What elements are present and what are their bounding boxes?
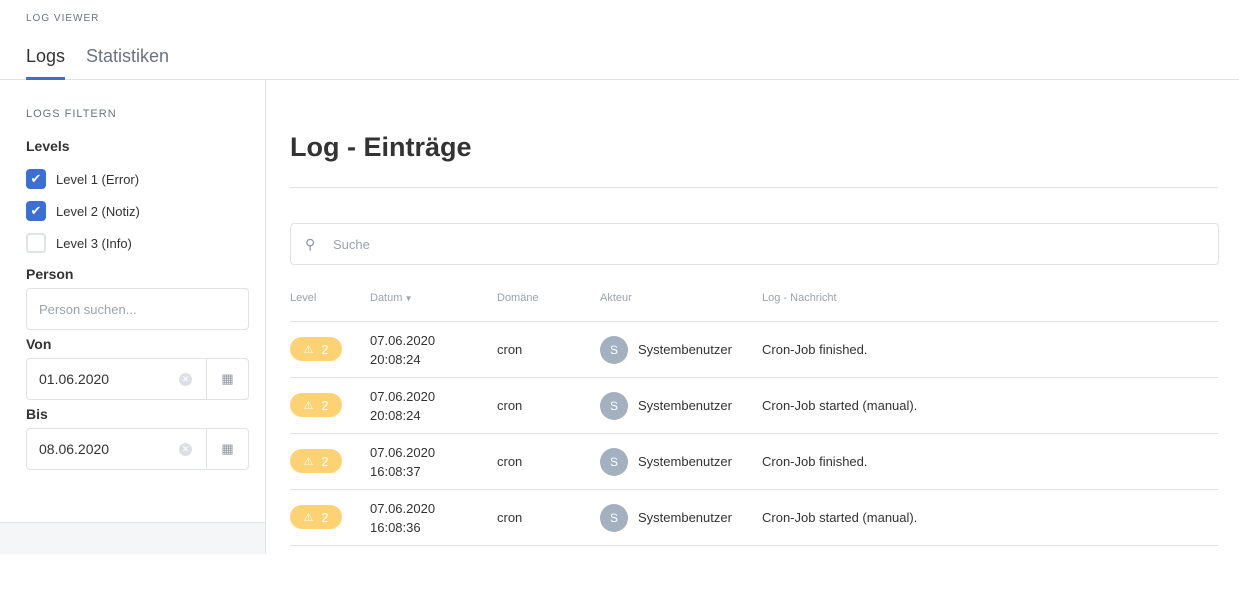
bis-date-input[interactable]: 08.06.2020 ✕ ▦ bbox=[26, 428, 249, 470]
column-header-akteur[interactable]: Akteur bbox=[600, 292, 632, 304]
search-field[interactable]: ⚲ bbox=[290, 223, 1219, 265]
date-value: 08.06.2020 bbox=[39, 441, 110, 457]
bis-label: Bis bbox=[26, 406, 48, 422]
sort-desc-icon: ▼ bbox=[402, 294, 413, 303]
date: 07.06.2020 bbox=[370, 389, 436, 404]
domain-cell: cron bbox=[497, 510, 523, 525]
level-value: 2 bbox=[321, 509, 329, 525]
column-label: Datum bbox=[370, 292, 403, 304]
level-2-checkbox[interactable]: ✔ Level 2 (Notiz) bbox=[26, 201, 140, 221]
time: 20:08:24 bbox=[370, 408, 421, 423]
avatar: S bbox=[600, 336, 628, 364]
avatar: S bbox=[600, 504, 628, 532]
date-cell: 07.06.2020 20:08:24 bbox=[370, 387, 435, 425]
tab-logs[interactable]: Logs bbox=[26, 46, 66, 80]
level-badge: ⚠ 2 bbox=[290, 393, 342, 417]
warning-icon: ⚠ bbox=[303, 399, 314, 412]
message-cell: Cron-Job finished. bbox=[762, 454, 868, 469]
checkmark-icon: ✔ bbox=[26, 201, 46, 221]
domain-cell: cron bbox=[497, 454, 523, 469]
level-value: 2 bbox=[321, 453, 329, 469]
von-date-input[interactable]: 01.06.2020 ✕ ▦ bbox=[26, 358, 249, 400]
level-value: 2 bbox=[321, 397, 329, 413]
divider bbox=[290, 187, 1218, 188]
date-cell: 07.06.2020 16:08:37 bbox=[370, 443, 435, 481]
actor-cell: Systembenutzer bbox=[638, 454, 732, 469]
level-value: 2 bbox=[321, 341, 329, 357]
date-value: 01.06.2020 bbox=[39, 371, 110, 387]
level-badge: ⚠ 2 bbox=[290, 449, 342, 473]
message-cell: Cron-Job started (manual). bbox=[762, 510, 918, 525]
level-badge: ⚠ 2 bbox=[290, 337, 342, 361]
placeholder: Person suchen... bbox=[39, 301, 137, 317]
checkmark-icon: ✔ bbox=[26, 169, 46, 189]
column-header-level[interactable]: Level bbox=[290, 292, 317, 304]
actor-cell: Systembenutzer bbox=[638, 398, 732, 413]
warning-icon: ⚠ bbox=[303, 455, 314, 468]
checkbox-label: Level 2 (Notiz) bbox=[56, 203, 140, 219]
date: 07.06.2020 bbox=[370, 501, 436, 516]
levels-label: Levels bbox=[26, 138, 70, 154]
page-title: Log - Einträge bbox=[290, 132, 472, 162]
table-row[interactable]: ⚠ 2 07.06.2020 16:08:36 cron S Systembenut… bbox=[290, 489, 1218, 545]
table-row[interactable]: ⚠ 2 07.06.2020 16:08:37 cron S Systembenut… bbox=[290, 433, 1218, 489]
app-title: LOG VIEWER bbox=[26, 13, 100, 24]
date-cell: 07.06.2020 20:08:24 bbox=[370, 331, 435, 369]
column-header-datum[interactable]: Datum ▼ bbox=[370, 292, 413, 304]
column-header-nachricht[interactable]: Log - Nachricht bbox=[762, 292, 837, 304]
warning-icon: ⚠ bbox=[303, 343, 314, 356]
level-1-checkbox[interactable]: ✔ Level 1 (Error) bbox=[26, 169, 139, 189]
domain-cell: cron bbox=[497, 342, 523, 357]
message-cell: Cron-Job finished. bbox=[762, 342, 868, 357]
table-row[interactable]: ⚠ 2 07.06.2020 20:08:24 cron S Systembenut… bbox=[290, 321, 1218, 377]
message-cell: Cron-Job started (manual). bbox=[762, 398, 918, 413]
table-row[interactable]: ⚠ 2 07.06.2020 20:08:24 cron S Systembenut… bbox=[290, 377, 1218, 433]
checkbox-label: Level 1 (Error) bbox=[56, 171, 140, 187]
table-bottom-border bbox=[290, 545, 1218, 601]
sidebar-title: LOGS FILTERN bbox=[26, 108, 117, 120]
warning-icon: ⚠ bbox=[303, 511, 314, 524]
actor-cell: Systembenutzer bbox=[638, 510, 732, 525]
sidebar-footer bbox=[0, 522, 265, 554]
search-icon: ⚲ bbox=[305, 235, 316, 252]
avatar: S bbox=[600, 448, 628, 476]
level-badge: ⚠ 2 bbox=[290, 505, 342, 529]
time: 16:08:37 bbox=[370, 464, 421, 479]
clear-icon[interactable]: ✕ bbox=[179, 442, 192, 456]
person-label: Person bbox=[26, 266, 74, 282]
header: LOG VIEWER Logs Statistiken bbox=[0, 0, 1239, 80]
checkbox-label: Level 3 (Info) bbox=[56, 235, 132, 251]
von-label: Von bbox=[26, 336, 52, 352]
date: 07.06.2020 bbox=[370, 445, 436, 460]
checkbox-empty bbox=[26, 233, 46, 253]
time: 20:08:24 bbox=[370, 352, 421, 367]
date-cell: 07.06.2020 16:08:36 bbox=[370, 499, 435, 537]
calendar-icon[interactable]: ▦ bbox=[206, 429, 248, 469]
calendar-icon[interactable]: ▦ bbox=[206, 359, 248, 399]
person-search-input[interactable]: Person suchen... bbox=[26, 288, 249, 330]
domain-cell: cron bbox=[497, 398, 523, 413]
filter-sidebar: LOGS FILTERN Levels ✔ Level 1 (Error) ✔ Le… bbox=[0, 80, 266, 554]
tab-statistiken[interactable]: Statistiken bbox=[86, 46, 170, 66]
clear-icon[interactable]: ✕ bbox=[179, 372, 192, 386]
column-header-domaene[interactable]: Domäne bbox=[497, 292, 539, 304]
time: 16:08:36 bbox=[370, 520, 421, 535]
avatar: S bbox=[600, 392, 628, 420]
actor-cell: Systembenutzer bbox=[638, 342, 732, 357]
search-input[interactable] bbox=[333, 236, 509, 252]
date: 07.06.2020 bbox=[370, 333, 436, 348]
level-3-checkbox[interactable]: Level 3 (Info) bbox=[26, 233, 132, 253]
